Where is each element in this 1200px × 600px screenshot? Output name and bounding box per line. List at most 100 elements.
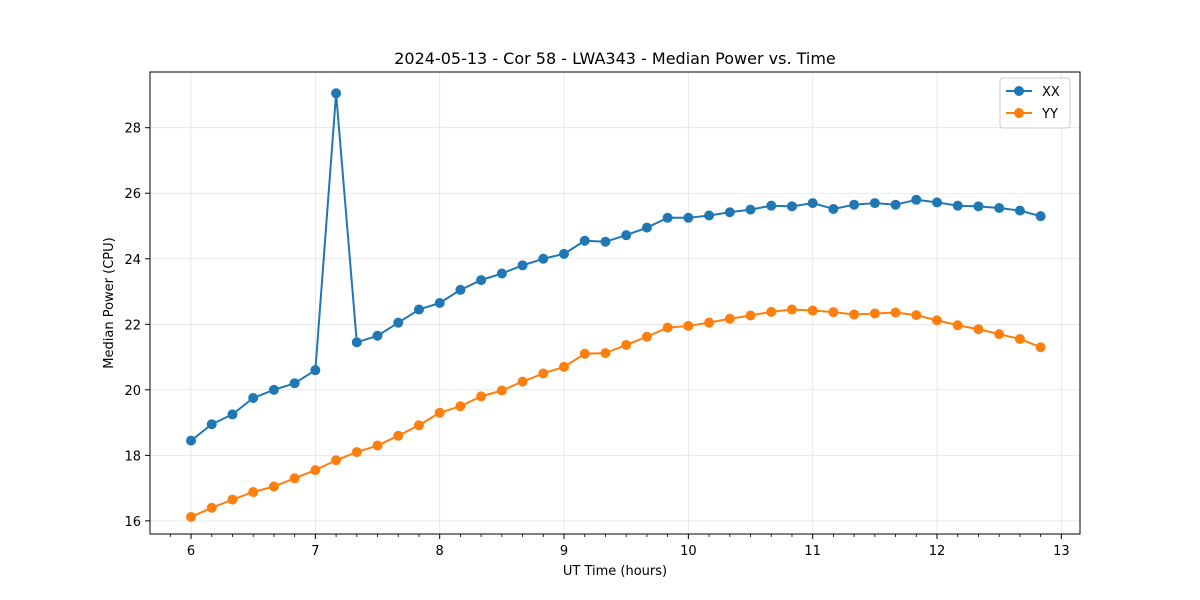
data-point-yy (1014, 334, 1025, 345)
y-axis-label: Median Power (CPU) (102, 237, 117, 368)
data-point-xx (724, 207, 735, 218)
data-point-xx (206, 419, 217, 430)
data-point-yy (973, 324, 984, 335)
data-point-yy (932, 315, 943, 326)
data-point-xx (1035, 211, 1046, 222)
data-point-xx (828, 203, 839, 214)
data-point-yy (869, 308, 880, 319)
data-point-xx (496, 268, 507, 279)
legend-label: XX (1042, 85, 1060, 100)
data-point-xx (517, 260, 528, 271)
data-point-yy (559, 361, 570, 372)
data-point-yy (268, 481, 279, 492)
data-point-xx (289, 378, 300, 389)
data-point-xx (932, 197, 943, 208)
x-tick-label: 11 (804, 544, 821, 559)
data-point-xx (683, 212, 694, 223)
legend-marker (1014, 108, 1024, 118)
data-point-yy (621, 339, 632, 350)
data-point-xx (621, 230, 632, 241)
x-axis-label: UT Time (hours) (563, 564, 667, 579)
data-point-yy (351, 447, 362, 458)
data-point-yy (641, 331, 652, 342)
data-point-yy (786, 304, 797, 315)
data-point-xx (372, 330, 383, 341)
data-point-xx (227, 409, 238, 420)
data-point-yy (807, 305, 818, 316)
data-point-yy (828, 307, 839, 318)
data-point-xx (994, 202, 1005, 213)
data-point-yy (393, 430, 404, 441)
y-tick-label: 18 (124, 449, 141, 464)
data-point-xx (952, 200, 963, 211)
data-point-xx (268, 384, 279, 395)
data-point-yy (662, 322, 673, 333)
data-point-xx (310, 365, 321, 376)
data-point-xx (807, 198, 818, 209)
grid-lines (150, 72, 1080, 534)
data-point-xx (434, 298, 445, 308)
data-point-xx (455, 284, 466, 295)
data-point-yy (911, 310, 922, 321)
data-point-xx (559, 248, 570, 259)
data-point-yy (538, 368, 549, 379)
x-tick-label: 7 (311, 544, 319, 559)
legend-item-yy: YY (1006, 107, 1058, 122)
data-point-xx (766, 200, 777, 211)
data-point-xx (476, 275, 487, 286)
y-tick-label: 16 (124, 515, 141, 530)
data-point-xx (351, 337, 362, 348)
data-point-yy (455, 401, 466, 412)
data-point-yy (517, 376, 528, 387)
legend-item-xx: XX (1006, 85, 1060, 100)
data-point-yy (952, 320, 963, 331)
data-point-xx (1014, 205, 1025, 216)
series-xx (186, 88, 1046, 446)
y-tick-label: 20 (124, 384, 141, 399)
data-point-xx (786, 201, 797, 212)
data-point-yy (1035, 342, 1046, 353)
data-point-yy (994, 329, 1005, 340)
data-point-xx (538, 253, 549, 264)
chart-title: 2024-05-13 - Cor 58 - LWA343 - Median Po… (394, 49, 836, 68)
data-point-yy (289, 473, 300, 484)
data-point-yy (413, 420, 424, 431)
x-tick-label: 12 (929, 544, 946, 559)
axis-ticks: 6 7 8 9 10 11 12 13 16 18 20 22 24 26 28 (124, 122, 1069, 559)
data-point-xx (911, 194, 922, 205)
data-point-xx (600, 236, 611, 247)
data-point-xx (662, 212, 673, 223)
data-point-yy (579, 348, 590, 359)
data-point-xx (890, 199, 901, 210)
data-point-yy (310, 465, 321, 476)
data-point-xx (186, 435, 197, 446)
data-point-xx (579, 235, 590, 246)
x-tick-label: 6 (187, 544, 195, 559)
data-point-yy (248, 487, 259, 498)
data-point-xx (869, 198, 880, 209)
x-tick-label: 10 (680, 544, 697, 559)
data-point-yy (372, 440, 383, 451)
data-point-xx (641, 222, 652, 233)
data-point-yy (227, 494, 238, 505)
plot-area-frame (149, 71, 1081, 535)
data-point-yy (206, 502, 217, 513)
data-point-yy (704, 317, 715, 328)
y-tick-label: 26 (124, 187, 141, 202)
data-point-yy (331, 455, 342, 466)
data-point-xx (704, 210, 715, 221)
x-tick-label: 13 (1053, 544, 1070, 559)
data-point-yy (683, 320, 694, 331)
y-tick-label: 24 (124, 253, 141, 268)
data-point-yy (186, 511, 197, 522)
legend-marker (1014, 86, 1024, 96)
data-point-yy (745, 310, 756, 321)
data-point-yy (724, 313, 735, 324)
data-point-yy (849, 309, 860, 320)
series-lines (186, 88, 1046, 522)
data-point-xx (393, 317, 404, 328)
x-tick-label: 8 (436, 544, 444, 559)
series-line-xx (190, 92, 1041, 442)
data-point-xx (745, 204, 756, 215)
